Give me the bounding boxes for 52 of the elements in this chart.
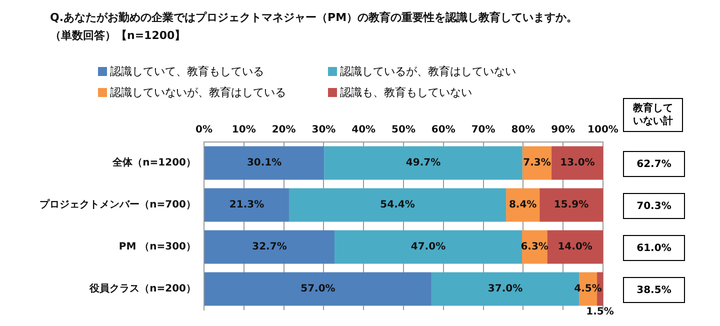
x-tick-label: 90% (551, 124, 576, 136)
data-label: 57.0% (300, 284, 336, 295)
y-tick-label: PM （n=300） (118, 242, 196, 253)
bar (547, 230, 603, 264)
data-label: 21.3% (229, 200, 264, 211)
data-label: 7.3% (523, 158, 551, 169)
text: 61.0% (623, 235, 685, 261)
x-tick-label: 30% (312, 124, 336, 136)
bar (288, 188, 506, 222)
data-label: 32.7% (252, 242, 287, 253)
bar (204, 272, 432, 306)
data-label: 8.4% (508, 200, 537, 211)
x-tick-label: 70% (471, 124, 496, 136)
legend-label: 認識していて、教育もしている (110, 64, 264, 79)
x-tick-label: 40% (352, 124, 376, 136)
bar (522, 146, 552, 180)
bar (204, 230, 334, 264)
data-label: 15.9% (554, 200, 589, 211)
x-tick-label: 0% (196, 124, 212, 136)
text: 70.3% (623, 193, 685, 219)
bar (540, 188, 603, 222)
data-label: 37.0% (488, 284, 523, 295)
data-label: 49.7% (406, 158, 441, 169)
data-label: 30.1% (246, 158, 282, 169)
text: 教育していない計 (623, 98, 683, 132)
bar (204, 146, 324, 180)
bar (506, 188, 540, 222)
x-tick-label: 80% (511, 124, 536, 136)
bar (334, 230, 522, 264)
y-tick-label: 役員クラス（n=200） (88, 282, 196, 295)
data-label: 54.4% (380, 200, 415, 211)
legend-label: 認識していないが、教育はしている (110, 85, 286, 100)
y-tick-label: 全体（n=1200） (112, 156, 196, 169)
x-tick-label: 20% (272, 124, 296, 136)
legend-label: 認識しているが、教育はしていない (340, 64, 516, 79)
x-tick-label: 100% (588, 124, 618, 136)
data-label: 14.0% (558, 242, 592, 253)
chart-title: Q.あなたがお勤めの企業ではプロジェクトマネジャー（PM）の教育の重要性を認識し教育していますか。 (50, 10, 578, 25)
x-tick-label: 10% (232, 124, 256, 136)
text: 62.7% (623, 151, 685, 177)
data-label: 1.5% (586, 306, 614, 318)
bar (324, 146, 522, 180)
bar (204, 188, 289, 222)
data-label: 47.0% (410, 242, 446, 253)
legend-label: 認識も、教育もしていない (340, 85, 472, 100)
chart-subtitle: （単数回答）【n=1200】 (50, 28, 186, 43)
text: 38.5% (623, 277, 685, 303)
data-label: 13.0% (560, 158, 595, 169)
x-tick-label: 60% (431, 124, 456, 136)
bar (552, 146, 603, 180)
y-tick-label: プロジェクトメンバー（n=700） (40, 198, 196, 211)
x-tick-label: 50% (392, 124, 416, 136)
